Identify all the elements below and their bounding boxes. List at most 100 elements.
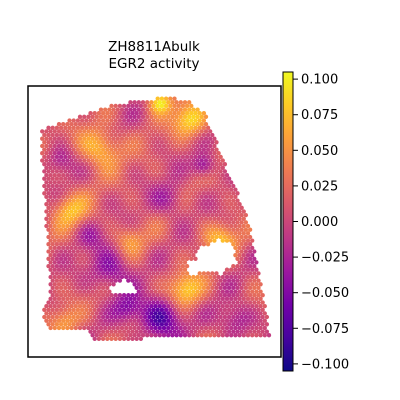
tissue-spot: [132, 172, 137, 178]
tissue-spot: [48, 267, 53, 272]
tissue-spot: [197, 162, 202, 167]
tissue-spot: [153, 121, 158, 127]
tissue-spot: [132, 238, 137, 243]
tissue-spot: [50, 227, 55, 232]
tissue-spot: [161, 253, 167, 258]
tissue-spot: [140, 143, 146, 149]
tissue-spot: [138, 300, 144, 305]
tissue-spot: [189, 154, 194, 160]
tissue-spot: [119, 303, 125, 309]
tissue-spot: [52, 274, 57, 280]
tissue-spot: [90, 143, 95, 149]
tissue-spot: [88, 212, 93, 218]
tissue-spot: [201, 147, 207, 152]
tissue-spot: [174, 274, 179, 280]
tissue-spot: [184, 162, 190, 167]
tissue-spot: [113, 329, 118, 334]
tissue-spot: [111, 253, 116, 258]
tissue-spot: [145, 216, 150, 221]
tissue-spot: [180, 227, 186, 232]
tissue-spot: [256, 329, 261, 334]
tissue-spot: [147, 169, 152, 174]
tissue-spot: [252, 278, 257, 283]
tissue-spot: [153, 282, 158, 287]
tissue-spot: [187, 274, 192, 280]
tissue-spot: [149, 136, 154, 141]
tissue-spot: [256, 278, 261, 283]
tissue-spot: [105, 307, 110, 312]
tissue-spot: [107, 187, 112, 192]
tissue-spot: [56, 151, 62, 156]
tissue-spot: [168, 132, 173, 138]
tissue-spot: [145, 223, 150, 229]
tissue-spot: [56, 311, 62, 316]
tissue-spot: [218, 278, 223, 283]
tissue-spot: [241, 216, 246, 221]
tissue-spot: [109, 227, 114, 232]
tissue-spot: [138, 118, 144, 123]
tissue-spot: [187, 282, 192, 287]
tissue-spot: [176, 183, 181, 189]
tissue-spot: [157, 231, 162, 236]
tissue-spot: [182, 136, 188, 141]
tissue-spot: [203, 180, 209, 185]
tissue-spot: [170, 238, 175, 243]
tissue-spot: [168, 271, 173, 276]
tissue-spot: [166, 202, 171, 207]
tissue-spot: [161, 187, 167, 192]
tissue-spot: [199, 209, 204, 214]
tissue-spot: [40, 151, 45, 156]
tissue-spot: [182, 158, 188, 163]
tissue-spot: [205, 154, 211, 160]
tissue-spot: [79, 220, 85, 225]
tissue-spot: [159, 118, 165, 123]
tissue-spot: [184, 271, 190, 276]
tissue-spot: [130, 234, 135, 240]
tissue-spot: [77, 245, 83, 251]
tissue-spot: [157, 223, 162, 229]
tissue-spot: [187, 194, 192, 200]
tissue-spot: [191, 289, 196, 294]
tissue-spot: [61, 260, 66, 265]
tissue-spot: [94, 231, 99, 236]
tissue-spot: [197, 212, 202, 218]
tissue-spot: [117, 125, 123, 130]
tissue-spot: [96, 169, 102, 174]
tissue-spot: [105, 176, 110, 181]
tissue-spot: [56, 172, 62, 178]
tissue-spot: [147, 242, 152, 247]
tissue-spot: [159, 271, 165, 276]
tissue-spot: [193, 140, 198, 145]
tissue-spot: [180, 140, 186, 145]
tissue-spot: [159, 234, 165, 240]
tissue-spot: [105, 227, 110, 232]
tissue-spot: [220, 180, 225, 185]
tissue-spot: [90, 253, 95, 258]
tissue-spot: [109, 132, 114, 138]
tissue-spot: [103, 245, 108, 251]
tissue-spot: [191, 282, 196, 287]
tissue-spot: [157, 165, 162, 170]
tissue-spot: [159, 278, 165, 283]
tissue-spot: [77, 311, 83, 316]
tissue-spot: [182, 238, 188, 243]
tissue-spot: [210, 314, 215, 320]
tissue-spot: [187, 318, 192, 323]
tissue-spot: [113, 140, 118, 145]
tissue-spot: [184, 278, 190, 283]
tissue-spot: [48, 282, 53, 287]
tissue-spot: [151, 300, 156, 305]
tissue-spot: [115, 172, 120, 178]
tissue-spot: [92, 183, 97, 189]
tissue-spot: [115, 216, 120, 221]
tissue-spot: [231, 285, 236, 291]
tissue-spot: [61, 202, 66, 207]
tissue-spot: [84, 285, 89, 291]
tissue-spot: [105, 234, 110, 240]
tissue-spot: [136, 129, 141, 134]
tissue-spot: [65, 245, 70, 251]
tissue-spot: [195, 114, 200, 119]
tissue-spot: [210, 147, 215, 152]
tissue-spot: [124, 180, 129, 185]
tissue-spot: [140, 121, 146, 127]
